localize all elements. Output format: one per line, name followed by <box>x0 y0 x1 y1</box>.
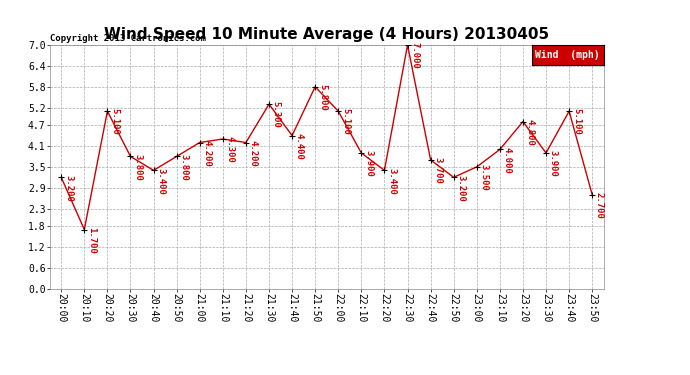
Text: 3.900: 3.900 <box>549 150 558 177</box>
Text: 4.200: 4.200 <box>202 140 212 166</box>
Text: 2.700: 2.700 <box>595 192 604 219</box>
Text: 3.800: 3.800 <box>179 154 188 180</box>
Title: Wind Speed 10 Minute Average (4 Hours) 20130405: Wind Speed 10 Minute Average (4 Hours) 2… <box>104 27 549 42</box>
Text: 3.700: 3.700 <box>433 157 442 184</box>
Text: 1.700: 1.700 <box>87 227 96 254</box>
Text: 4.300: 4.300 <box>226 136 235 163</box>
Text: 5.100: 5.100 <box>572 108 581 135</box>
Text: 5.100: 5.100 <box>110 108 119 135</box>
Text: 3.800: 3.800 <box>133 154 142 180</box>
Text: 3.500: 3.500 <box>480 164 489 191</box>
Text: 4.200: 4.200 <box>248 140 257 166</box>
Text: 3.900: 3.900 <box>364 150 373 177</box>
Text: 5.300: 5.300 <box>272 101 281 128</box>
Text: 5.100: 5.100 <box>341 108 350 135</box>
Text: 4.800: 4.800 <box>526 119 535 146</box>
Text: 4.000: 4.000 <box>502 147 511 174</box>
Text: 3.200: 3.200 <box>457 174 466 201</box>
Text: 7.000: 7.000 <box>411 42 420 69</box>
Text: 3.200: 3.200 <box>64 174 73 201</box>
Text: Copyright 2013 Cartronics.com: Copyright 2013 Cartronics.com <box>50 34 206 43</box>
Text: 3.400: 3.400 <box>157 168 166 195</box>
Text: 5.800: 5.800 <box>318 84 327 111</box>
Text: 4.400: 4.400 <box>295 133 304 160</box>
Text: 3.400: 3.400 <box>387 168 396 195</box>
